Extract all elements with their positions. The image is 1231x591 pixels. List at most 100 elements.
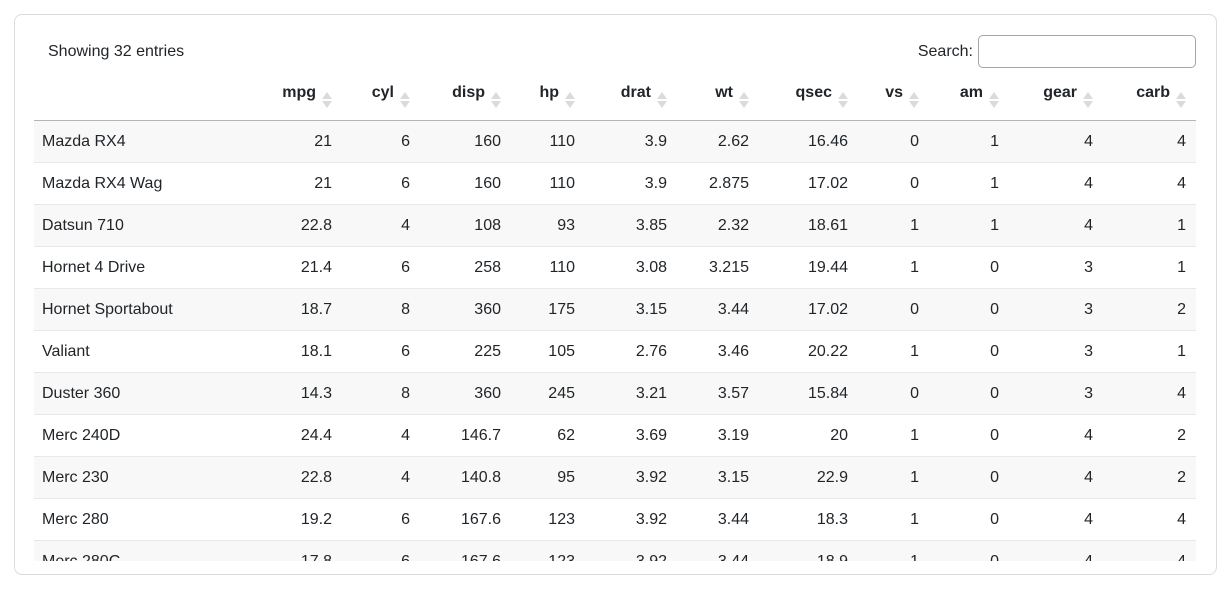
- data-cell: 3: [1010, 246, 1104, 289]
- data-cell: 1: [990, 133, 999, 150]
- data-cell: 2: [1104, 288, 1196, 331]
- data-cell: 4: [1177, 133, 1186, 150]
- data-cell: 17.02: [760, 162, 859, 205]
- table-scroll-body[interactable]: mpg cyl disp hp drat wt qsec vs am gear carb Mazda…: [34, 76, 1196, 561]
- data-cell: 3.46: [678, 330, 760, 373]
- data-cell: 4: [1010, 162, 1104, 205]
- data-cell: 2.32: [678, 204, 760, 247]
- data-cell: 21: [314, 133, 332, 150]
- column-header-gear[interactable]: gear: [1010, 76, 1104, 121]
- search-label: Search:: [917, 42, 973, 60]
- data-cell: 0: [930, 540, 1010, 561]
- data-cell: 3.19: [678, 414, 760, 457]
- data-cell: 146.7: [421, 414, 512, 457]
- data-cell: 110: [549, 133, 575, 150]
- data-cell: 258: [421, 246, 512, 289]
- data-cell: 1: [859, 330, 930, 373]
- search-area: Search:: [918, 35, 1196, 68]
- entries-count-text: Showing 32 entries: [48, 42, 185, 60]
- data-cell: 3.44: [678, 288, 760, 331]
- column-header-label: mpg: [282, 84, 316, 101]
- data-cell: 0: [859, 162, 930, 205]
- data-cell: 14.3: [266, 372, 343, 415]
- data-cell: 4: [1010, 204, 1104, 247]
- data-cell: 3.85: [586, 204, 678, 247]
- data-cell: 175: [512, 288, 586, 331]
- data-cell: 15.84: [760, 372, 859, 415]
- data-cell: 6: [401, 133, 410, 150]
- data-cell: 1: [859, 456, 930, 499]
- table-row: Merc 240D 24.4 4 146.7 62 3.69 3.19 20 1 0 4 2: [34, 414, 1196, 457]
- data-cell: 62: [512, 414, 586, 457]
- row-name-cell: Mazda RX4: [42, 133, 126, 150]
- data-cell: 160: [421, 162, 512, 205]
- data-cell: 18.3: [760, 498, 859, 541]
- search-input[interactable]: [978, 35, 1196, 68]
- column-header-disp[interactable]: disp: [421, 76, 512, 121]
- table-row: Hornet Sportabout 18.7 8 360 175 3.15 3.44 17.0…: [34, 288, 1196, 331]
- table-row: Mazda RX4 21 6 160 110 3.9 2.62 16.46 0 1 4 4: [34, 120, 1196, 163]
- data-cell: 4: [1010, 498, 1104, 541]
- data-cell: 2.875: [678, 162, 760, 205]
- data-cell: 1: [859, 204, 930, 247]
- data-cell: 22.9: [760, 456, 859, 499]
- data-cell: 8: [343, 288, 421, 331]
- column-header-carb[interactable]: carb: [1104, 76, 1196, 121]
- row-name-cell: Mazda RX4 Wag: [34, 162, 266, 205]
- data-cell: 6: [343, 498, 421, 541]
- table-row: Valiant 18.1 6 225 105 2.76 3.46 20.22 1 0 3 1: [34, 330, 1196, 373]
- sort-icon: [909, 92, 919, 108]
- data-cell: 93: [512, 204, 586, 247]
- data-cell: 6: [343, 162, 421, 205]
- data-cell: 0: [930, 372, 1010, 415]
- column-header-mpg[interactable]: mpg: [266, 76, 343, 121]
- data-cell: 3.92: [586, 456, 678, 499]
- data-cell: 3.92: [586, 498, 678, 541]
- data-cell: 3.15: [678, 456, 760, 499]
- data-cell: 160: [474, 133, 501, 150]
- data-cell: 4: [343, 414, 421, 457]
- column-header-label: am: [959, 84, 983, 101]
- data-cell: 1: [1104, 330, 1196, 373]
- sort-icon: [565, 92, 575, 108]
- data-cell: 3.08: [586, 246, 678, 289]
- column-header-am[interactable]: am: [930, 76, 1010, 121]
- column-header-label: qsec: [795, 84, 832, 101]
- sort-icon: [400, 92, 410, 108]
- data-cell: 123: [512, 540, 586, 561]
- data-cell: 3.44: [678, 540, 760, 561]
- column-header-wt[interactable]: wt: [678, 76, 760, 121]
- data-cell: 0: [930, 246, 1010, 289]
- data-cell: 4: [1010, 414, 1104, 457]
- sort-icon: [1083, 92, 1093, 108]
- column-header-vs[interactable]: vs: [859, 76, 930, 121]
- data-cell: 18.7: [266, 288, 343, 331]
- table-row: Mazda RX4 Wag 21 6 160 110 3.9 2.875 17.02 0 1 4 4: [34, 162, 1196, 205]
- data-cell: 360: [421, 288, 512, 331]
- row-name-cell: Merc 240D: [34, 414, 266, 457]
- data-cell: 3.44: [678, 498, 760, 541]
- data-cell: 1: [859, 414, 930, 457]
- data-cell: 22.8: [266, 456, 343, 499]
- column-header-label: disp: [452, 84, 485, 101]
- data-table: mpg cyl disp hp drat wt qsec vs am gear carb Mazda…: [34, 76, 1196, 561]
- data-cell: 18.61: [760, 204, 859, 247]
- data-cell: 4: [1084, 133, 1093, 150]
- data-cell: 21.4: [266, 246, 343, 289]
- table-row: Hornet 4 Drive 21.4 6 258 110 3.08 3.215 19.44 1…: [34, 246, 1196, 289]
- data-cell: 1: [930, 204, 1010, 247]
- sort-icon: [838, 92, 848, 108]
- data-cell: 167.6: [421, 498, 512, 541]
- column-header-hp[interactable]: hp: [512, 76, 586, 121]
- table-header-row: mpg cyl disp hp drat wt qsec vs am gear carb: [34, 76, 1196, 121]
- column-header-drat[interactable]: drat: [586, 76, 678, 121]
- data-cell: 105: [512, 330, 586, 373]
- data-cell: 3: [1010, 330, 1104, 373]
- data-cell: 1: [1104, 204, 1196, 247]
- column-header-qsec[interactable]: qsec: [760, 76, 859, 121]
- column-header-cyl[interactable]: cyl: [343, 76, 421, 121]
- data-cell: 17.02: [760, 288, 859, 331]
- column-header-label: carb: [1136, 84, 1170, 101]
- data-cell: 19.2: [266, 498, 343, 541]
